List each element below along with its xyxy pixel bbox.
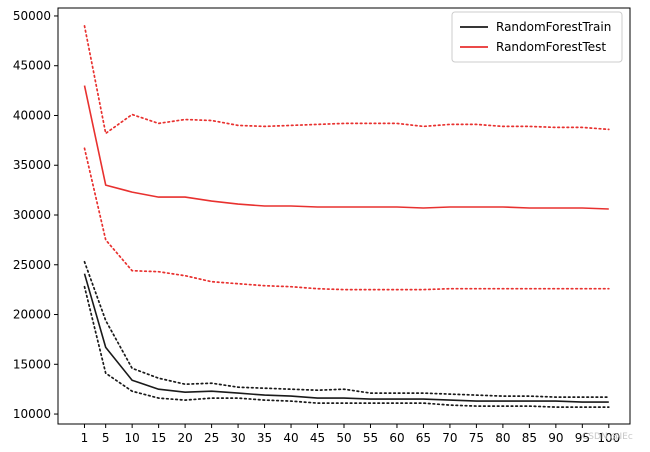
x-tick-label: 95 bbox=[575, 431, 590, 445]
x-tick-label: 50 bbox=[336, 431, 351, 445]
y-tick-label: 40000 bbox=[13, 108, 51, 122]
y-axis: 10000 15000 20000 25000 30000 35000 40000 45000… bbox=[13, 9, 58, 421]
x-tick-label: 20 bbox=[177, 431, 192, 445]
x-tick-label: 10 bbox=[125, 431, 140, 445]
x-tick-label: 30 bbox=[230, 431, 245, 445]
x-tick-label: 80 bbox=[495, 431, 510, 445]
series-randomforesttest-line bbox=[83, 85, 609, 210]
x-tick-label: 5 bbox=[102, 431, 110, 445]
plot-frame bbox=[57, 7, 631, 425]
series-5-dotted-band-line bbox=[83, 147, 610, 291]
x-tick-label: 40 bbox=[283, 431, 298, 445]
x-tick-label: 75 bbox=[469, 431, 484, 445]
x-tick-label: 65 bbox=[416, 431, 431, 445]
x-tick-label: 1 bbox=[81, 431, 89, 445]
y-tick-label: 30000 bbox=[13, 208, 51, 222]
series-4-dotted-band-line bbox=[83, 25, 610, 135]
x-tick-label: 85 bbox=[522, 431, 537, 445]
y-tick-label: 35000 bbox=[13, 158, 51, 172]
x-axis: 1 5 10 15 20 25 30 35 40 45 50 55 60 65 70 75 80 85 90 95 10… bbox=[81, 424, 620, 445]
series-2-dotted-band-line bbox=[83, 285, 610, 408]
watermark-text: CSDN @IEc bbox=[582, 432, 633, 442]
x-tick-label: 15 bbox=[151, 431, 166, 445]
y-tick-label: 25000 bbox=[13, 258, 51, 272]
legend-label: RandomForestTrain bbox=[496, 20, 611, 34]
x-tick-label: 25 bbox=[204, 431, 219, 445]
x-tick-label: 35 bbox=[257, 431, 272, 445]
legend: RandomForestTrain RandomForestTest bbox=[451, 11, 623, 63]
series-1-dotted-band-line bbox=[83, 260, 610, 398]
series-layer bbox=[83, 25, 610, 408]
x-tick-label: 70 bbox=[442, 431, 457, 445]
series-randomforesttrain-line bbox=[83, 273, 609, 403]
y-tick-label: 10000 bbox=[13, 407, 51, 421]
legend-label: RandomForestTest bbox=[496, 40, 606, 54]
x-tick-label: 90 bbox=[548, 431, 563, 445]
x-tick-label: 55 bbox=[363, 431, 378, 445]
y-tick-label: 45000 bbox=[13, 59, 51, 73]
x-tick-label: 45 bbox=[310, 431, 325, 445]
y-tick-label: 15000 bbox=[13, 357, 51, 371]
legend-box bbox=[451, 11, 623, 63]
y-tick-label: 20000 bbox=[13, 308, 51, 322]
y-tick-label: 50000 bbox=[13, 9, 51, 23]
x-tick-label: 100 bbox=[597, 431, 620, 445]
x-tick-label: 60 bbox=[389, 431, 404, 445]
